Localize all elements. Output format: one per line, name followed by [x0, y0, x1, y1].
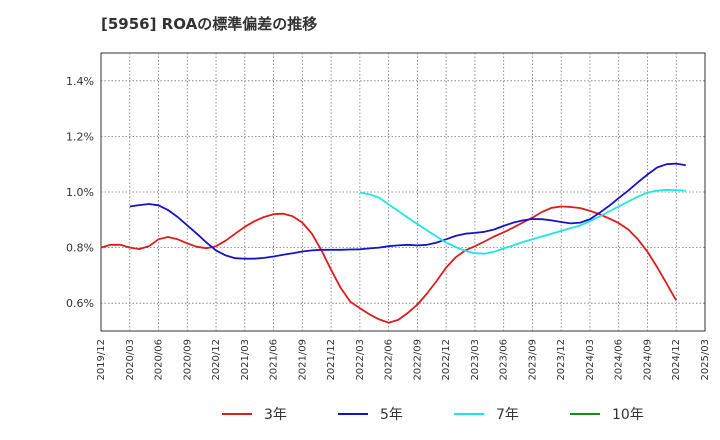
y-tick-label: 0.8% [66, 242, 94, 255]
x-tick-label: 2020/03 [125, 339, 136, 381]
x-axis-ticks: 2019/12 2020/03 2020/06 2020/09 2020/12 2021/… [96, 339, 711, 381]
y-axis-ticks: 0.6% 0.8% 1.0% 1.2% 1.4% [66, 75, 94, 310]
x-tick-label: 2020/06 [154, 339, 165, 381]
x-tick-label: 2023/12 [556, 339, 567, 381]
series-line-3年 [100, 205, 677, 324]
series-line-5年 [129, 162, 686, 260]
x-tick-label: 2022/03 [355, 339, 366, 381]
y-tick-label: 1.4% [66, 75, 94, 88]
x-tick-label: 2022/09 [412, 339, 423, 381]
series-lines [100, 162, 686, 324]
x-tick-label: 2022/12 [441, 339, 452, 381]
y-tick-label: 0.6% [66, 297, 94, 310]
y-tick-label: 1.2% [66, 130, 94, 143]
x-tick-label: 2024/12 [671, 339, 682, 381]
x-tick-label: 2023/06 [499, 339, 510, 381]
chart-title: [5956] ROAの標準偏差の推移 [101, 15, 318, 33]
x-tick-label: 2020/12 [211, 339, 222, 381]
x-tick-label: 2024/03 [585, 339, 596, 381]
x-tick-label: 2022/06 [384, 339, 395, 381]
x-tick-label: 2023/03 [470, 339, 481, 381]
x-tick-label: 2025/03 [700, 339, 711, 381]
series-line-7年 [359, 188, 686, 255]
y-tick-label: 1.0% [66, 186, 94, 199]
x-tick-label: 2020/09 [182, 339, 193, 381]
x-tick-label: 2021/09 [297, 339, 308, 381]
legend-label-10年: 10年 [612, 407, 644, 423]
x-tick-label: 2021/06 [269, 339, 280, 381]
x-tick-label: 2024/06 [614, 339, 625, 381]
x-tick-label: 2024/09 [642, 339, 653, 381]
legend-label-3年: 3年 [264, 407, 287, 423]
x-tick-label: 2019/12 [96, 339, 107, 381]
legend-label-7年: 7年 [496, 407, 519, 423]
x-tick-label: 2023/09 [527, 339, 538, 381]
legend: 3年 5年 7年 10年 [222, 407, 644, 423]
grid-lines [101, 53, 705, 331]
legend-label-5年: 5年 [380, 407, 403, 423]
x-tick-label: 2021/03 [240, 339, 251, 381]
x-tick-label: 2021/12 [326, 339, 337, 381]
